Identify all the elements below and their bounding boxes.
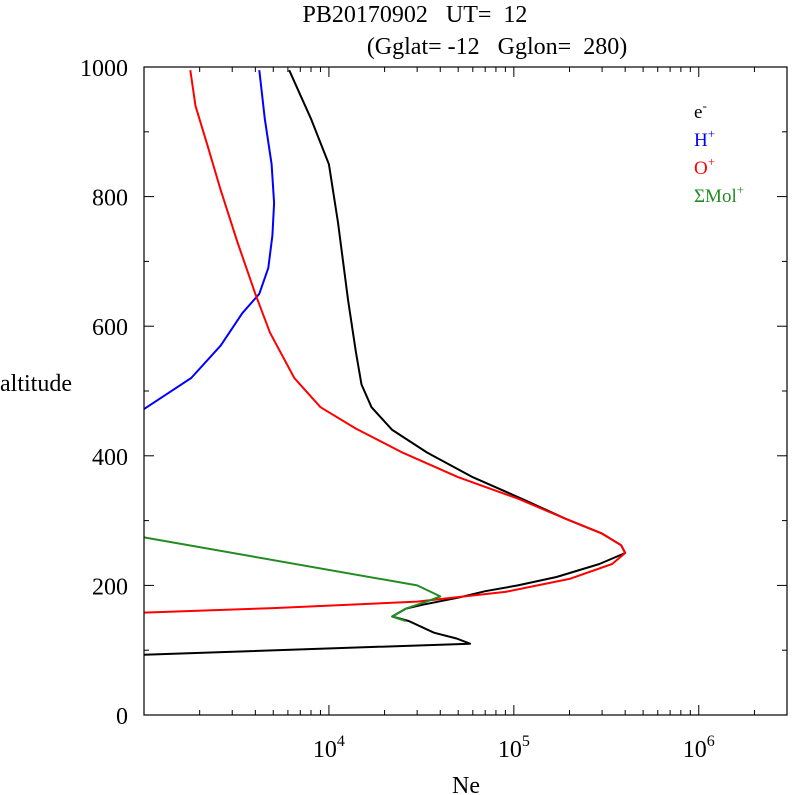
legend-entry-1: H+	[694, 126, 715, 151]
y-tick-label: 1000	[80, 56, 128, 82]
x-tick-label: 105	[498, 733, 530, 763]
legend-entry-0: e-	[694, 98, 707, 123]
y-tick-label: 600	[92, 315, 128, 341]
legend-entry-2: O+	[694, 154, 715, 179]
x-axis-label: Ne	[452, 773, 480, 795]
chart-title: PB20170902 UT= 12	[303, 2, 528, 28]
series-line-0	[143, 69, 627, 656]
series-line-3	[143, 536, 442, 622]
series-line-2	[143, 70, 627, 614]
y-tick-label: 200	[92, 574, 128, 600]
legend: e- H+ O+ ΣMol+	[694, 98, 744, 207]
plot-frame	[143, 66, 788, 716]
tick-layer: 0 200 400 600 800 1000 104 105 106	[80, 56, 788, 763]
y-axis-label: altitude	[0, 371, 72, 397]
x-tick-label: 106	[683, 733, 715, 763]
y-tick-label: 0	[116, 704, 128, 730]
y-tick-label: 800	[92, 186, 128, 212]
chart-subtitle: (Gglat= -12 Gglon= 280)	[367, 34, 627, 60]
series-line-1	[143, 70, 276, 410]
x-tick-label: 104	[313, 733, 345, 763]
series-layer	[143, 69, 627, 656]
legend-entry-3: ΣMol+	[694, 182, 744, 207]
y-tick-label: 400	[92, 445, 128, 471]
